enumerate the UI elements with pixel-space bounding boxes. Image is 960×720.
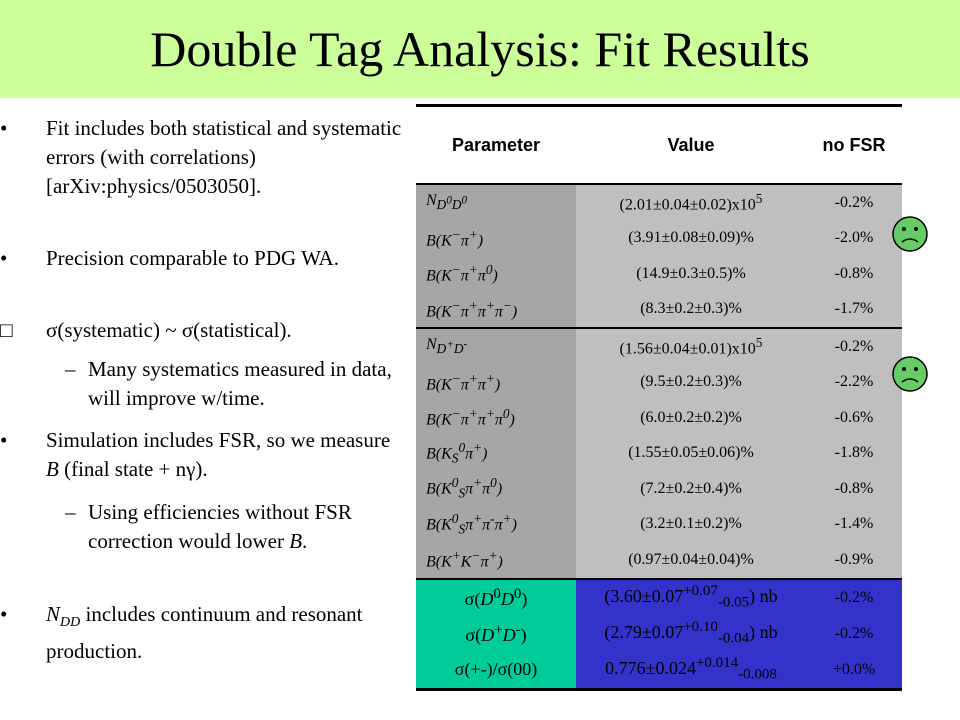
bullet-marker: • xyxy=(0,246,8,270)
bullet-marker: □ xyxy=(0,318,13,342)
table-row: B(K−π+π+π−) (8.3±0.2±0.3)% -1.7% xyxy=(416,291,902,328)
bullet-text: Many systematics measured in data, will … xyxy=(88,357,392,410)
header-row: Parameter Value no FSR xyxy=(416,104,902,184)
dash-marker: – xyxy=(65,500,76,524)
bullet-text: Simulation includes FSR, so we measure B… xyxy=(46,428,391,481)
table-row: σ(D+D-) (2.79±0.07+0.10-0.04) nb -0.2% xyxy=(416,615,902,652)
param-cell: σ(+-)/σ(00) xyxy=(416,651,576,691)
value-cell: (2.01±0.04±0.02)x105 xyxy=(576,183,806,221)
nofsr-cell: -2.2% xyxy=(806,364,902,400)
value-cell: (14.9±0.3±0.5)% xyxy=(576,256,806,292)
bullet-marker: • xyxy=(0,428,8,452)
nofsr-cell: -1.8% xyxy=(806,435,902,471)
header-nofsr: no FSR xyxy=(806,104,902,184)
value-cell: 0.776±0.024+0.014-0.008 xyxy=(576,651,806,691)
param-cell: B(KS0π+) xyxy=(416,435,576,471)
table-row: B(K−π+) (3.91±0.08±0.09)% -2.0% xyxy=(416,220,902,256)
param-cell: B(K−π+π+π0) xyxy=(416,400,576,436)
nofsr-cell: -0.2% xyxy=(806,183,902,221)
nofsr-cell: -0.2% xyxy=(806,577,902,616)
slide-title: Double Tag Analysis: Fit Results xyxy=(150,21,810,77)
value-cell: (9.5±0.2±0.3)% xyxy=(576,364,806,400)
table-row: ND0D0 (2.01±0.04±0.02)x105 -0.2% xyxy=(416,183,902,221)
nofsr-cell: +0.0% xyxy=(806,651,902,691)
value-cell: (7.2±0.2±0.4)% xyxy=(576,471,806,507)
value-cell: (0.97±0.04±0.04)% xyxy=(576,542,806,579)
param-cell: ND+D- xyxy=(416,327,576,365)
bullet-text: Precision comparable to PDG WA. xyxy=(46,246,339,270)
param-cell: B(K−π+π+) xyxy=(416,364,576,400)
nofsr-cell: -0.8% xyxy=(806,256,902,292)
param-cell: B(K0Sπ+π0) xyxy=(416,471,576,507)
nofsr-cell: -0.9% xyxy=(806,542,902,579)
dash-marker: – xyxy=(65,357,76,381)
nofsr-cell: -0.2% xyxy=(806,615,902,652)
header-value: Value xyxy=(576,104,806,184)
bullet-marker: • xyxy=(0,602,8,626)
bullet-marker: • xyxy=(0,116,8,140)
header-parameter: Parameter xyxy=(416,104,576,184)
nofsr-cell: -0.8% xyxy=(806,471,902,507)
param-cell: ND0D0 xyxy=(416,183,576,221)
bullet-text: NDD includes continuum and resonant prod… xyxy=(46,602,363,664)
table-row: B(KS0π+) (1.55±0.05±0.06)% -1.8% xyxy=(416,435,902,471)
table-row: B(K−π+π0) (14.9±0.3±0.5)% -0.8% xyxy=(416,256,902,292)
nofsr-cell: -2.0% xyxy=(806,220,902,256)
table-row: σ(+-)/σ(00) 0.776±0.024+0.014-0.008 +0.0… xyxy=(416,651,902,691)
value-cell: (1.55±0.05±0.06)% xyxy=(576,435,806,471)
table-row: B(K−π+π+π0) (6.0±0.2±0.2)% -0.6% xyxy=(416,400,902,436)
value-cell: (8.3±0.2±0.3)% xyxy=(576,291,806,328)
table-row: B(K0Sπ+π-π+) (3.2±0.1±0.2)% -1.4% xyxy=(416,506,902,542)
value-cell: (6.0±0.2±0.2)% xyxy=(576,400,806,436)
param-cell: B(K0Sπ+π-π+) xyxy=(416,506,576,542)
value-cell: (1.56±0.04±0.01)x105 xyxy=(576,327,806,365)
frown-face-icon xyxy=(892,356,928,392)
param-cell: σ(D0D0) xyxy=(416,577,576,616)
value-cell: (3.91±0.08±0.09)% xyxy=(576,220,806,256)
param-cell: σ(D+D-) xyxy=(416,615,576,652)
table-row: σ(D0D0) (3.60±0.07+0.07-0.05) nb -0.2% xyxy=(416,577,902,616)
param-cell: B(K−π+π0) xyxy=(416,256,576,292)
bullet-text: σ(systematic) ~ σ(statistical). xyxy=(46,318,292,342)
nofsr-cell: -1.4% xyxy=(806,506,902,542)
value-cell: (2.79±0.07+0.10-0.04) nb xyxy=(576,615,806,652)
value-cell: (3.60±0.07+0.07-0.05) nb xyxy=(576,577,806,616)
table-row: B(K−π+π+) (9.5±0.2±0.3)% -2.2% xyxy=(416,364,902,400)
nofsr-cell: -0.6% xyxy=(806,400,902,436)
table-row: B(K+K−π+) (0.97±0.04±0.04)% -0.9% xyxy=(416,542,902,579)
nofsr-cell: -0.2% xyxy=(806,327,902,365)
bullet-text: Fit includes both statistical and system… xyxy=(46,116,402,198)
nofsr-cell: -1.7% xyxy=(806,291,902,328)
frown-face-icon xyxy=(892,216,928,252)
fit-results-table: Parameter Value no FSR ND0D0 (2.01±0.04±… xyxy=(416,104,902,700)
value-cell: (3.2±0.1±0.2)% xyxy=(576,506,806,542)
table-row: B(K0Sπ+π0) (7.2±0.2±0.4)% -0.8% xyxy=(416,471,902,507)
bullet-text: Using efficiencies without FSR correctio… xyxy=(88,500,352,553)
param-cell: B(K+K−π+) xyxy=(416,542,576,579)
param-cell: B(K−π+) xyxy=(416,220,576,256)
title-banner xyxy=(0,0,960,98)
param-cell: B(K−π+π+π−) xyxy=(416,291,576,328)
table-row: ND+D- (1.56±0.04±0.01)x105 -0.2% xyxy=(416,327,902,365)
